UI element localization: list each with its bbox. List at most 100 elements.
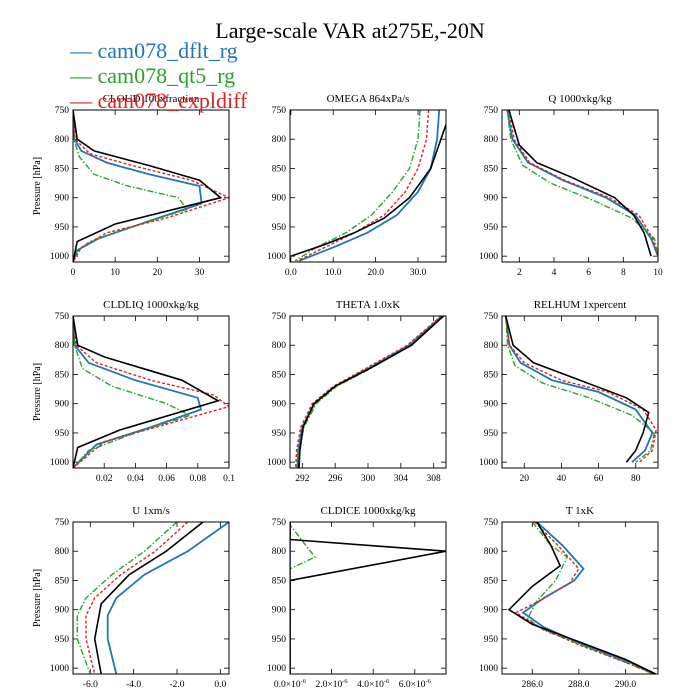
y-tick-label: 850 — [484, 164, 499, 174]
y-tick-label: 950 — [272, 223, 287, 233]
series-line — [290, 522, 317, 674]
y-tick-label: 800 — [55, 547, 70, 557]
y-tick-label: 900 — [272, 606, 287, 616]
x-tick-label: -4.0 — [126, 680, 141, 690]
series-line — [505, 316, 657, 463]
chart-panel: U 1xm/s Pressure [hPa] 750 800 850 900 950 1000… — [32, 505, 230, 690]
x-tick-label: 6.0×10-6 — [399, 678, 432, 690]
panel-title: Q 1000xkg/kg — [548, 93, 612, 105]
y-tick-label: 750 — [55, 312, 70, 322]
chart-panel: RELHUM 1xpercent 750 800 850 900 950 1000 20 40 6… — [479, 299, 659, 484]
x-tick-label: 0.08 — [189, 474, 206, 484]
series-line — [73, 316, 192, 468]
y-tick-label: 800 — [272, 341, 287, 351]
series-line — [295, 316, 442, 468]
series-line — [526, 522, 654, 674]
y-tick-label: 750 — [272, 312, 287, 322]
x-tick-label: 30 — [195, 268, 205, 278]
x-tick-label: 292 — [295, 474, 310, 484]
y-tick-label: 850 — [55, 370, 70, 380]
y-tick-label: 950 — [55, 429, 70, 439]
y-tick-label: 950 — [484, 223, 499, 233]
x-tick-label: 0 — [71, 268, 76, 278]
series-line — [73, 110, 223, 262]
y-tick-label: 800 — [272, 135, 287, 145]
plot-frame — [501, 521, 659, 675]
chart-panel: THETA 1.0xK 750 800 850 900 950 1000 292 296 300 3… — [267, 299, 447, 484]
legend-swatch: — — [70, 38, 98, 63]
y-tick-label: 950 — [55, 223, 70, 233]
plot-frame — [72, 521, 230, 675]
legend-entry: — cam078_expldiff — [70, 88, 247, 113]
x-tick-label: 8 — [621, 268, 626, 278]
y-tick-label: 900 — [484, 606, 499, 616]
x-tick-label: 60 — [594, 474, 604, 484]
series-line — [290, 522, 446, 674]
y-tick-label: 750 — [484, 518, 499, 528]
x-tick-label: 2.0×10-6 — [316, 678, 349, 690]
series-line — [76, 522, 178, 674]
x-tick-label: 20 — [153, 268, 163, 278]
legend-label: cam078_qt5_rg — [97, 63, 236, 88]
series-line — [505, 316, 656, 463]
chart-panel: T 1xK 750 800 850 900 950 1000 286.0 288.0 290.0 — [479, 505, 659, 690]
y-tick-label: 1000 — [479, 458, 498, 468]
x-tick-label: 4.0×10-6 — [357, 678, 390, 690]
series-line — [106, 522, 229, 674]
x-tick-label: 10.0 — [325, 268, 342, 278]
y-tick-label: 850 — [272, 576, 287, 586]
x-tick-label: 300 — [361, 474, 376, 484]
x-tick-label: 40 — [557, 474, 567, 484]
series-line — [298, 110, 441, 262]
y-tick-label: 900 — [55, 606, 70, 616]
x-tick-label: -6.0 — [83, 680, 98, 690]
legend-swatch: — — [70, 88, 98, 113]
x-tick-label: 286.0 — [522, 680, 544, 690]
x-tick-label: 0.04 — [127, 474, 144, 484]
x-tick-label: 20 — [520, 474, 530, 484]
plot-frame — [72, 109, 230, 263]
series-line — [296, 316, 443, 468]
y-tick-label: 850 — [272, 370, 287, 380]
x-tick-label: 304 — [394, 474, 409, 484]
y-tick-label: 800 — [55, 341, 70, 351]
y-tick-label: 750 — [484, 312, 499, 322]
y-tick-label: 850 — [55, 576, 70, 586]
y-tick-label: 1000 — [50, 252, 69, 262]
x-tick-label: 0.02 — [96, 474, 113, 484]
y-tick-label: 1000 — [267, 458, 286, 468]
x-tick-label: 0.06 — [158, 474, 175, 484]
y-tick-label: 800 — [55, 135, 70, 145]
x-tick-label: 10 — [110, 268, 120, 278]
series-line — [73, 316, 229, 468]
y-tick-label: 1000 — [479, 664, 498, 674]
panel-title: CLDLIQ 1000xkg/kg — [103, 299, 199, 311]
panel-title: RELHUM 1xpercent — [534, 299, 627, 311]
x-tick-label: 6 — [586, 268, 591, 278]
y-tick-label: 900 — [272, 194, 287, 204]
plot-frame — [501, 315, 659, 469]
y-tick-label: 750 — [272, 518, 287, 528]
x-tick-label: 296 — [328, 474, 343, 484]
legend-label: cam078_expldiff — [97, 88, 248, 113]
y-tick-label: 1000 — [50, 458, 69, 468]
y-tick-label: 1000 — [50, 664, 69, 674]
series-line — [73, 316, 202, 468]
y-axis-label: Pressure [hPa] — [32, 363, 43, 421]
y-axis-label: Pressure [hPa] — [32, 569, 43, 627]
x-tick-label: 2 — [517, 268, 522, 278]
y-tick-label: 1000 — [267, 664, 286, 674]
y-tick-label: 750 — [55, 106, 70, 116]
y-tick-label: 950 — [272, 429, 287, 439]
x-tick-label: 0.0×10-6 — [274, 678, 307, 690]
y-tick-label: 950 — [484, 429, 499, 439]
series-line — [297, 316, 444, 468]
series-line — [504, 316, 650, 463]
y-tick-label: 950 — [272, 635, 287, 645]
legend-entry: — cam078_qt5_rg — [70, 63, 247, 88]
x-tick-label: 0.0 — [214, 680, 226, 690]
chart-panel: CLDLIQ 1000xkg/kg Pressure [hPa] 750 800 850… — [32, 299, 235, 484]
series-line — [290, 124, 446, 257]
y-tick-label: 1000 — [267, 252, 286, 262]
